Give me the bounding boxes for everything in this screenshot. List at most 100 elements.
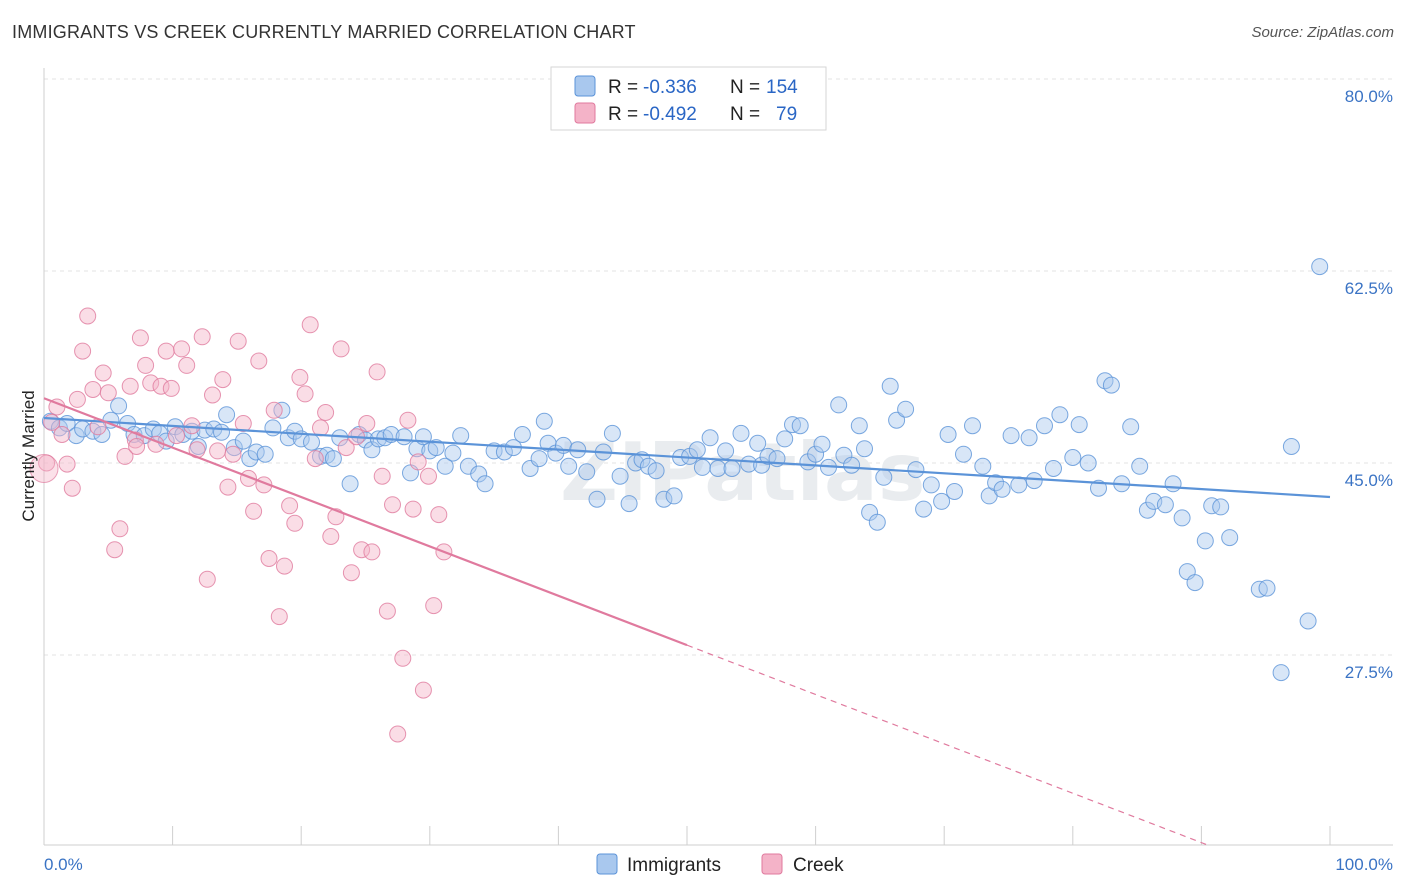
creek-point: [209, 442, 227, 460]
immigrants-point: [1070, 416, 1088, 434]
trend-lines: [43, 397, 1331, 846]
immigrants-point: [225, 439, 243, 457]
immigrants-point: [196, 421, 214, 439]
immigrants-point: [495, 443, 513, 461]
immigrants-point: [1102, 376, 1120, 394]
y-tick-label: 27.5%: [1345, 663, 1393, 682]
immigrants-point: [535, 412, 553, 430]
bottom-legend-swatch-immigrants: [596, 853, 618, 875]
immigrants-point: [922, 476, 940, 494]
creek-point: [276, 557, 293, 575]
legend-n-label-1: N =: [730, 77, 760, 98]
immigrants-point: [93, 426, 111, 443]
immigrants-point: [241, 450, 259, 468]
creek-point: [128, 438, 146, 455]
creek-point: [399, 411, 417, 429]
immigrants-point: [1131, 457, 1149, 475]
immigrants-point: [875, 468, 893, 486]
creek-point: [260, 550, 278, 567]
immigrants-point: [218, 406, 236, 424]
creek-point: [404, 500, 422, 518]
creek-point: [281, 497, 299, 515]
immigrants-point: [1079, 454, 1097, 472]
creek-point: [245, 502, 263, 520]
immigrants-point: [723, 460, 741, 477]
creek-point: [353, 541, 371, 559]
immigrants-point: [1064, 449, 1082, 466]
immigrants-point: [807, 445, 825, 463]
immigrants-point: [1203, 497, 1221, 515]
legend-box: R = -0.336 N = 154 R = -0.492 N = 79: [550, 66, 827, 131]
immigrants-point: [1272, 664, 1290, 682]
immigrants-point: [452, 427, 470, 445]
creek-point: [219, 478, 237, 496]
immigrants-point: [1045, 460, 1062, 477]
immigrants-point: [964, 417, 981, 435]
immigrants-point: [987, 474, 1005, 492]
immigrants-point: [588, 490, 606, 508]
immigrants-point: [1020, 429, 1038, 447]
immigrants-point: [363, 441, 381, 459]
immigrants-point: [749, 434, 767, 452]
immigrants-point: [578, 463, 596, 481]
immigrants-point: [1221, 529, 1239, 547]
creek-point: [312, 419, 329, 437]
creek-point: [306, 450, 324, 468]
creek-point: [157, 342, 175, 360]
legend-r-label-2: R =: [608, 104, 638, 125]
immigrants-point: [1051, 406, 1069, 424]
creek-point: [270, 608, 288, 626]
immigrants-point: [341, 475, 359, 493]
immigrants-point: [1173, 509, 1191, 527]
legend-swatch-creek: [574, 102, 596, 124]
creek-point: [131, 329, 149, 347]
immigrants-point: [67, 427, 85, 445]
creek-point: [394, 649, 412, 667]
y-tick-labels: 27.5% 45.0% 62.5% 80.0%: [1345, 87, 1393, 682]
immigrants-point: [110, 397, 128, 415]
y-tick-label: 62.5%: [1345, 279, 1393, 298]
creek-point: [317, 404, 335, 421]
immigrants-point: [974, 457, 992, 475]
creek-point: [420, 467, 437, 485]
immigrants-point: [1122, 418, 1140, 436]
x-ticks: [43, 826, 1331, 845]
immigrants-point: [513, 426, 531, 443]
y-tick-label: 45.0%: [1345, 471, 1393, 490]
immigrants-point: [830, 396, 848, 414]
creek-point: [168, 427, 185, 445]
creek-point: [389, 725, 407, 743]
creek-point: [378, 602, 396, 620]
immigrants-point: [688, 441, 706, 459]
immigrants-point: [939, 426, 957, 443]
creek-point: [193, 328, 211, 346]
immigrants-point: [655, 490, 673, 508]
source-label: Source: ZipAtlas.com: [1251, 24, 1394, 41]
immigrants-point: [888, 411, 906, 429]
immigrants-point: [213, 423, 230, 441]
immigrants-point: [701, 429, 719, 447]
immigrants-point: [1311, 258, 1329, 276]
creek-point: [414, 681, 432, 699]
creek-point: [116, 447, 134, 465]
creek-point: [204, 386, 221, 404]
creek-point: [332, 340, 350, 358]
immigrants-point: [993, 480, 1011, 498]
immigrants-point: [444, 444, 462, 462]
immigrants-point: [1258, 579, 1276, 597]
immigrants-point: [1196, 532, 1214, 550]
creek-point: [58, 455, 76, 473]
immigrants-point: [647, 462, 665, 480]
creek-point: [111, 520, 129, 538]
legend-swatch-immigrants: [574, 75, 596, 97]
creek-point: [29, 453, 59, 483]
immigrants-point: [933, 492, 951, 510]
creek-point: [152, 377, 170, 395]
creek-point: [368, 363, 386, 381]
chart-title: IMMIGRANTS VS CREEK CURRENTLY MARRIED CO…: [12, 22, 636, 42]
creek-point: [224, 445, 242, 463]
creek-point: [94, 364, 112, 382]
immigrants-point: [256, 445, 274, 463]
immigrants-point: [1299, 612, 1317, 630]
immigrants-point: [717, 442, 735, 460]
